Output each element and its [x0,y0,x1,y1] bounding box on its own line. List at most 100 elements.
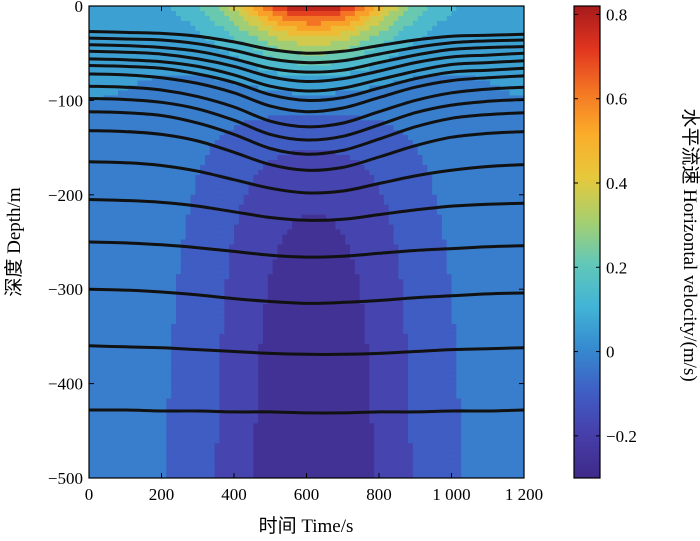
heatmap-cell [238,279,245,285]
heatmap-cell [238,229,245,236]
heatmap-cell [296,418,303,424]
heatmap-cell [185,433,192,439]
heatmap-cell [238,239,245,246]
heatmap-cell [127,309,134,315]
heatmap-cell [161,269,167,275]
heatmap-cell [205,10,211,17]
heatmap-cell [185,234,192,241]
heatmap-cell [335,368,341,375]
heatmap-cell [311,229,317,236]
heatmap-cell [224,6,230,12]
heatmap-cell [248,284,254,290]
heatmap-cell [108,468,114,474]
heatmap-cell [272,333,279,340]
heatmap-cell [118,468,124,474]
heatmap-cell [171,25,177,32]
heatmap-cell [219,120,225,126]
heatmap-cell [277,249,283,256]
heatmap-cell [147,314,153,320]
heatmap-cell [151,20,158,27]
heatmap-cell [127,368,134,375]
heatmap-cell [287,328,293,335]
heatmap-cell [224,229,230,236]
heatmap-cell [238,274,245,280]
heatmap-cell [335,468,341,474]
heatmap-cell [234,323,240,330]
heatmap-cell [108,244,114,251]
heatmap-cell [171,145,177,151]
heatmap-cell [185,438,192,444]
heatmap-cell [287,314,293,320]
heatmap-cell [335,6,341,12]
heatmap-cell [195,428,201,434]
heatmap-cell [321,363,327,370]
heatmap-cell [340,239,346,246]
heatmap-cell [243,423,250,429]
heatmap-cell [311,383,317,390]
heatmap-cell [282,453,288,459]
heatmap-cell [118,184,124,191]
heatmap-cell [118,6,124,12]
heatmap-cell [306,80,312,87]
heatmap-cell [267,234,274,241]
heatmap-cell [267,6,274,12]
heatmap-cell [282,20,288,27]
heatmap-cell [89,65,95,72]
heatmap-cell [248,70,254,77]
heatmap-cell [176,214,182,221]
heatmap-cell [238,224,245,231]
heatmap-cell [151,60,158,67]
heatmap-cell [176,353,182,360]
heatmap-cell [142,463,148,469]
heatmap-cell [180,343,187,350]
heatmap-cell [190,214,196,221]
heatmap-cell [113,348,119,355]
heatmap-cell [151,70,158,77]
heatmap-cell [219,284,225,290]
heatmap-cell [98,453,105,459]
heatmap-cell [214,259,221,265]
heatmap-cell [238,110,245,116]
heatmap-cell [325,40,332,47]
heatmap-cell [301,30,308,37]
heatmap-cell [200,115,206,121]
heatmap-cell [171,413,177,419]
heatmap-cell [267,423,274,429]
heatmap-cell [147,413,153,419]
heatmap-cell [161,284,167,290]
heatmap-cell [103,433,109,439]
heatmap-cell [263,264,269,270]
heatmap-cell [296,30,303,37]
heatmap-cell [214,150,221,156]
heatmap-cell [224,269,230,275]
heatmap-cell [190,299,196,305]
heatmap-cell [103,443,109,449]
heatmap-cell [253,443,259,449]
heatmap-cell [103,244,109,251]
heatmap-cell [258,224,264,231]
heatmap-cell [272,194,279,201]
heatmap-cell [151,333,158,340]
heatmap-cell [147,160,153,166]
heatmap-cell [156,284,163,290]
heatmap-cell [176,224,182,231]
heatmap-cell [156,453,163,459]
heatmap-cell [142,174,148,181]
heatmap-cell [258,413,264,419]
heatmap-cell [147,368,153,375]
heatmap-cell [292,130,298,136]
heatmap-cell [118,314,124,320]
heatmap-cell [335,403,341,410]
heatmap-cell [316,169,322,176]
heatmap-cell [292,378,298,385]
heatmap-cell [171,110,177,116]
heatmap-cell [214,179,221,186]
heatmap-cell [190,463,196,469]
heatmap-cell [335,264,341,270]
heatmap-cell [118,453,124,459]
heatmap-cell [171,224,177,231]
heatmap-cell [103,229,109,236]
heatmap-cell [200,393,206,400]
heatmap-cell [151,418,158,424]
heatmap-cell [180,458,187,464]
